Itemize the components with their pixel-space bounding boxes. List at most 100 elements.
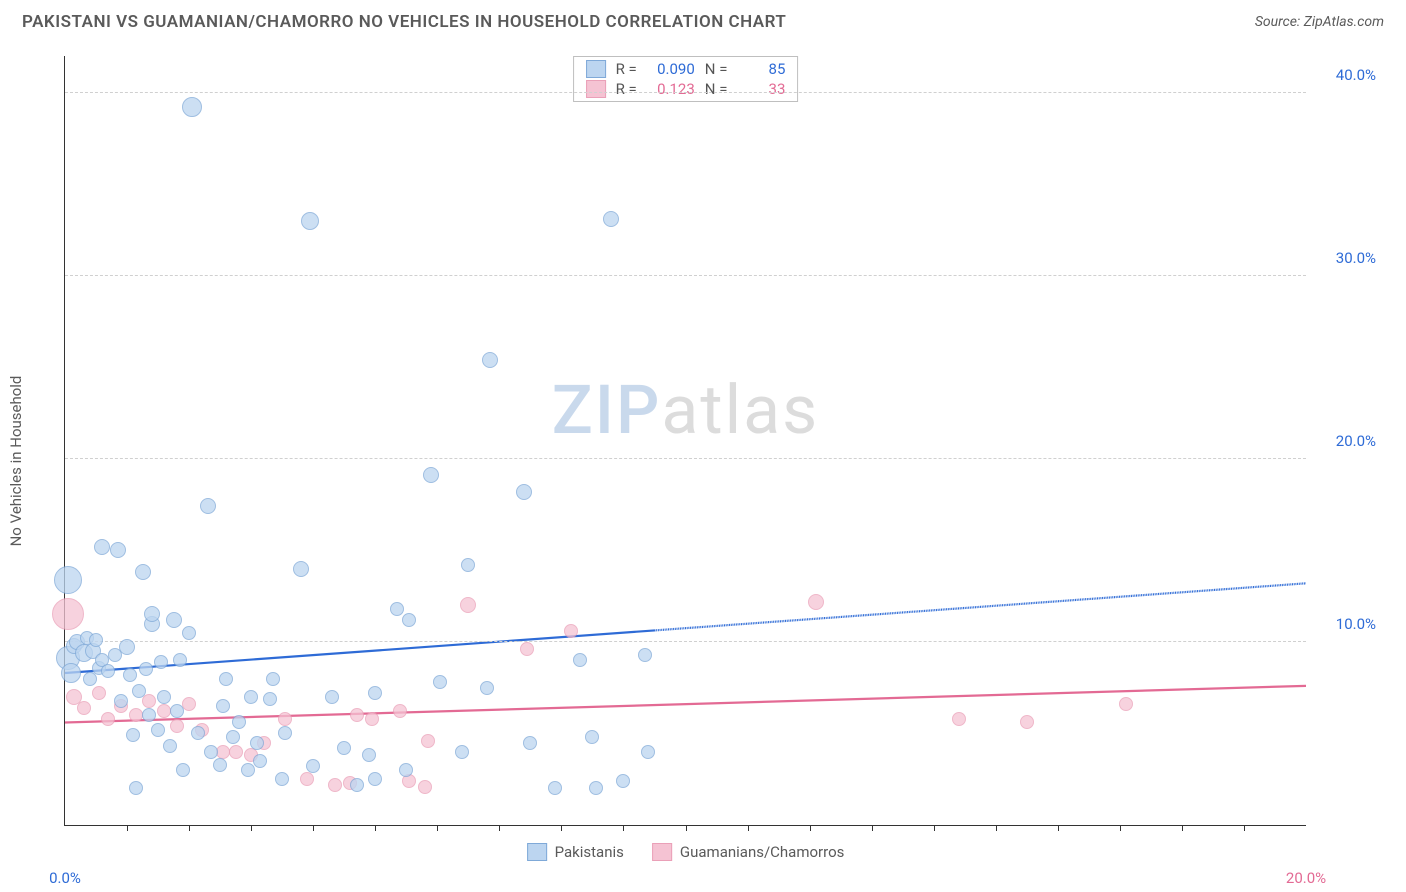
scatter-point-a (278, 726, 292, 740)
scatter-point-a (114, 694, 128, 708)
scatter-point-b (808, 594, 824, 610)
scatter-point-a (142, 708, 156, 722)
scatter-point-a (182, 626, 196, 640)
series-legend: Pakistanis Guamanians/Chamorros (527, 843, 845, 861)
scatter-point-a (182, 97, 202, 117)
scatter-point-a (126, 728, 140, 742)
scatter-point-b (393, 704, 407, 718)
scatter-point-a (204, 745, 218, 759)
scatter-point-a (151, 723, 165, 737)
scatter-point-a (135, 564, 151, 580)
x-tick (251, 825, 252, 831)
scatter-point-a (362, 748, 376, 762)
scatter-point-a (176, 763, 190, 777)
x-tick-label: 20.0% (1286, 869, 1326, 887)
legend-swatch-b (652, 843, 672, 861)
scatter-point-b (952, 712, 966, 726)
scatter-point-a (110, 542, 126, 558)
x-tick-label: 0.0% (49, 869, 81, 887)
scatter-point-b (1119, 697, 1133, 711)
source-attribution: Source: ZipAtlas.com (1255, 14, 1384, 30)
y-tick-label: 20.0% (1316, 432, 1376, 450)
correlation-row-b: R = 0.123 N = 33 (574, 79, 798, 99)
scatter-point-a (516, 484, 532, 500)
scatter-point-a (173, 653, 187, 667)
y-tick-label: 10.0% (1316, 615, 1376, 633)
scatter-point-a (123, 668, 137, 682)
scatter-point-a (275, 772, 289, 786)
scatter-point-a (293, 561, 309, 577)
scatter-point-a (244, 690, 258, 704)
x-tick (1058, 825, 1059, 831)
n-label-a: N = (705, 60, 728, 78)
scatter-point-a (480, 681, 494, 695)
r-value-a: 0.090 (647, 60, 695, 78)
scatter-point-a (402, 613, 416, 627)
scatter-point-a (461, 558, 475, 572)
scatter-point-a (616, 774, 630, 788)
scatter-point-b (52, 598, 84, 630)
scatter-point-b (92, 686, 106, 700)
x-tick (810, 825, 811, 831)
legend-swatch-a (527, 843, 547, 861)
r-label-b: R = (616, 80, 637, 98)
n-label-b: N = (705, 80, 728, 98)
x-tick (934, 825, 935, 831)
scatter-point-a (213, 758, 227, 772)
x-tick (313, 825, 314, 831)
correlation-row-a: R = 0.090 N = 85 (574, 59, 798, 79)
source-name: ZipAtlas.com (1304, 14, 1384, 30)
swatch-series-b (586, 80, 606, 98)
x-tick (437, 825, 438, 831)
scatter-point-a (603, 211, 619, 227)
scatter-point-a (89, 633, 103, 647)
scatter-point-b (421, 734, 435, 748)
x-tick (1120, 825, 1121, 831)
chart-header: PAKISTANI VS GUAMANIAN/CHAMORRO NO VEHIC… (0, 0, 1406, 40)
scatter-point-a (94, 539, 110, 555)
scatter-point-b (350, 708, 364, 722)
scatter-point-a (132, 684, 146, 698)
scatter-point-a (241, 763, 255, 777)
scatter-point-b (520, 642, 534, 656)
scatter-point-a (266, 672, 280, 686)
scatter-point-a (219, 672, 233, 686)
chart-container: No Vehicles in Household ZIPatlas R = 0.… (22, 48, 1384, 874)
scatter-point-a (301, 212, 319, 230)
scatter-point-a (638, 648, 652, 662)
scatter-point-a (166, 612, 182, 628)
scatter-point-b (460, 597, 476, 613)
scatter-point-a (101, 664, 115, 678)
x-tick (499, 825, 500, 831)
scatter-point-a (119, 639, 135, 655)
scatter-point-a (200, 498, 216, 514)
r-value-b: 0.123 (647, 80, 695, 98)
scatter-point-a (482, 352, 498, 368)
x-tick (623, 825, 624, 831)
y-tick-label: 30.0% (1316, 249, 1376, 267)
scatter-point-b (278, 712, 292, 726)
n-value-a: 85 (737, 60, 785, 78)
trend-lines (65, 56, 1306, 825)
scatter-point-a (163, 739, 177, 753)
x-tick (1244, 825, 1245, 831)
watermark: ZIPatlas (552, 370, 820, 450)
x-tick (996, 825, 997, 831)
scatter-point-a (585, 730, 599, 744)
scatter-point-b (300, 772, 314, 786)
scatter-point-a (325, 690, 339, 704)
legend-label-b: Guamanians/Chamorros (680, 843, 844, 861)
scatter-point-b (170, 719, 184, 733)
watermark-atlas: atlas (661, 370, 819, 450)
scatter-point-a (306, 759, 320, 773)
scatter-point-b (77, 701, 91, 715)
x-tick (375, 825, 376, 831)
gridline-h (65, 275, 1306, 276)
scatter-point-a (641, 745, 655, 759)
scatter-point-a (399, 763, 413, 777)
scatter-point-a (368, 686, 382, 700)
source-prefix: Source: (1255, 14, 1304, 30)
scatter-point-a (232, 715, 246, 729)
scatter-point-b (101, 712, 115, 726)
correlation-legend: R = 0.090 N = 85 R = 0.123 N = 33 (573, 56, 799, 102)
